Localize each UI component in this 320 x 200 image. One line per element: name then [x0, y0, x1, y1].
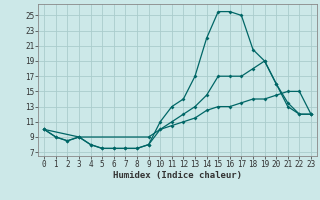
X-axis label: Humidex (Indice chaleur): Humidex (Indice chaleur): [113, 171, 242, 180]
